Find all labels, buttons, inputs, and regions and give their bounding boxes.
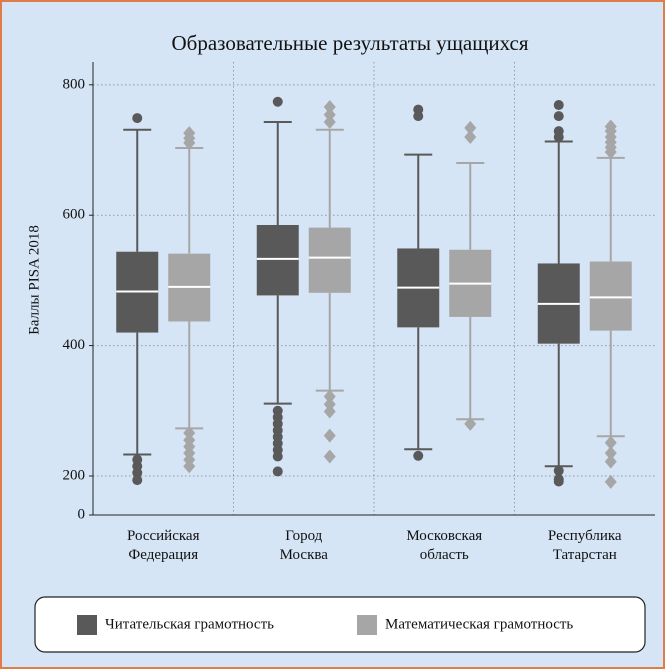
box xyxy=(589,261,632,331)
outlier xyxy=(604,454,617,469)
x-tick-label: Республика Татарстан xyxy=(548,528,622,563)
outlier xyxy=(183,425,196,440)
outlier xyxy=(604,474,617,489)
outlier xyxy=(553,131,564,142)
outlier xyxy=(323,404,336,419)
outlier xyxy=(272,96,283,107)
outlier xyxy=(323,397,336,412)
outlier xyxy=(323,99,336,114)
y-tick-label: 400 xyxy=(63,337,86,353)
legend-label: Читательская грамотность xyxy=(105,616,274,632)
outlier xyxy=(272,451,283,462)
outlier xyxy=(604,435,617,450)
outlier xyxy=(604,446,617,461)
outlier xyxy=(553,476,564,487)
legend-label: Математическая грамотность xyxy=(385,616,573,632)
outlier xyxy=(323,389,336,404)
outlier xyxy=(604,144,617,159)
y-tick-label: 800 xyxy=(63,76,86,92)
outlier xyxy=(132,467,143,478)
outlier xyxy=(132,475,143,486)
y-axis-label: Баллы PISA 2018 xyxy=(26,225,42,335)
y-tick-label: 0 xyxy=(78,506,86,522)
outlier xyxy=(323,114,336,129)
outlier xyxy=(413,111,424,122)
outlier xyxy=(183,459,196,474)
outlier xyxy=(553,111,564,122)
outlier xyxy=(464,120,477,135)
x-tick-label: Московская область xyxy=(406,528,482,563)
outlier xyxy=(132,113,143,124)
outlier xyxy=(323,428,336,443)
box xyxy=(308,227,351,293)
x-tick-label: Город Москва xyxy=(280,528,329,563)
x-tick-label: Российская Федерация xyxy=(127,528,200,563)
outlier xyxy=(464,416,477,431)
legend-swatch xyxy=(357,615,377,635)
box xyxy=(256,224,299,296)
legend-box xyxy=(34,596,646,653)
outlier xyxy=(413,450,424,461)
outlier xyxy=(464,129,477,144)
chart-title: Образовательные результаты ущащихся xyxy=(171,31,528,55)
outlier xyxy=(272,466,283,477)
y-tick-label: 600 xyxy=(63,207,86,223)
y-tick-label: 200 xyxy=(63,467,86,483)
outlier xyxy=(553,465,564,476)
outlier xyxy=(553,100,564,111)
outlier xyxy=(323,449,336,464)
outlier xyxy=(323,107,336,122)
legend-swatch xyxy=(77,615,97,635)
outlier xyxy=(183,135,196,150)
